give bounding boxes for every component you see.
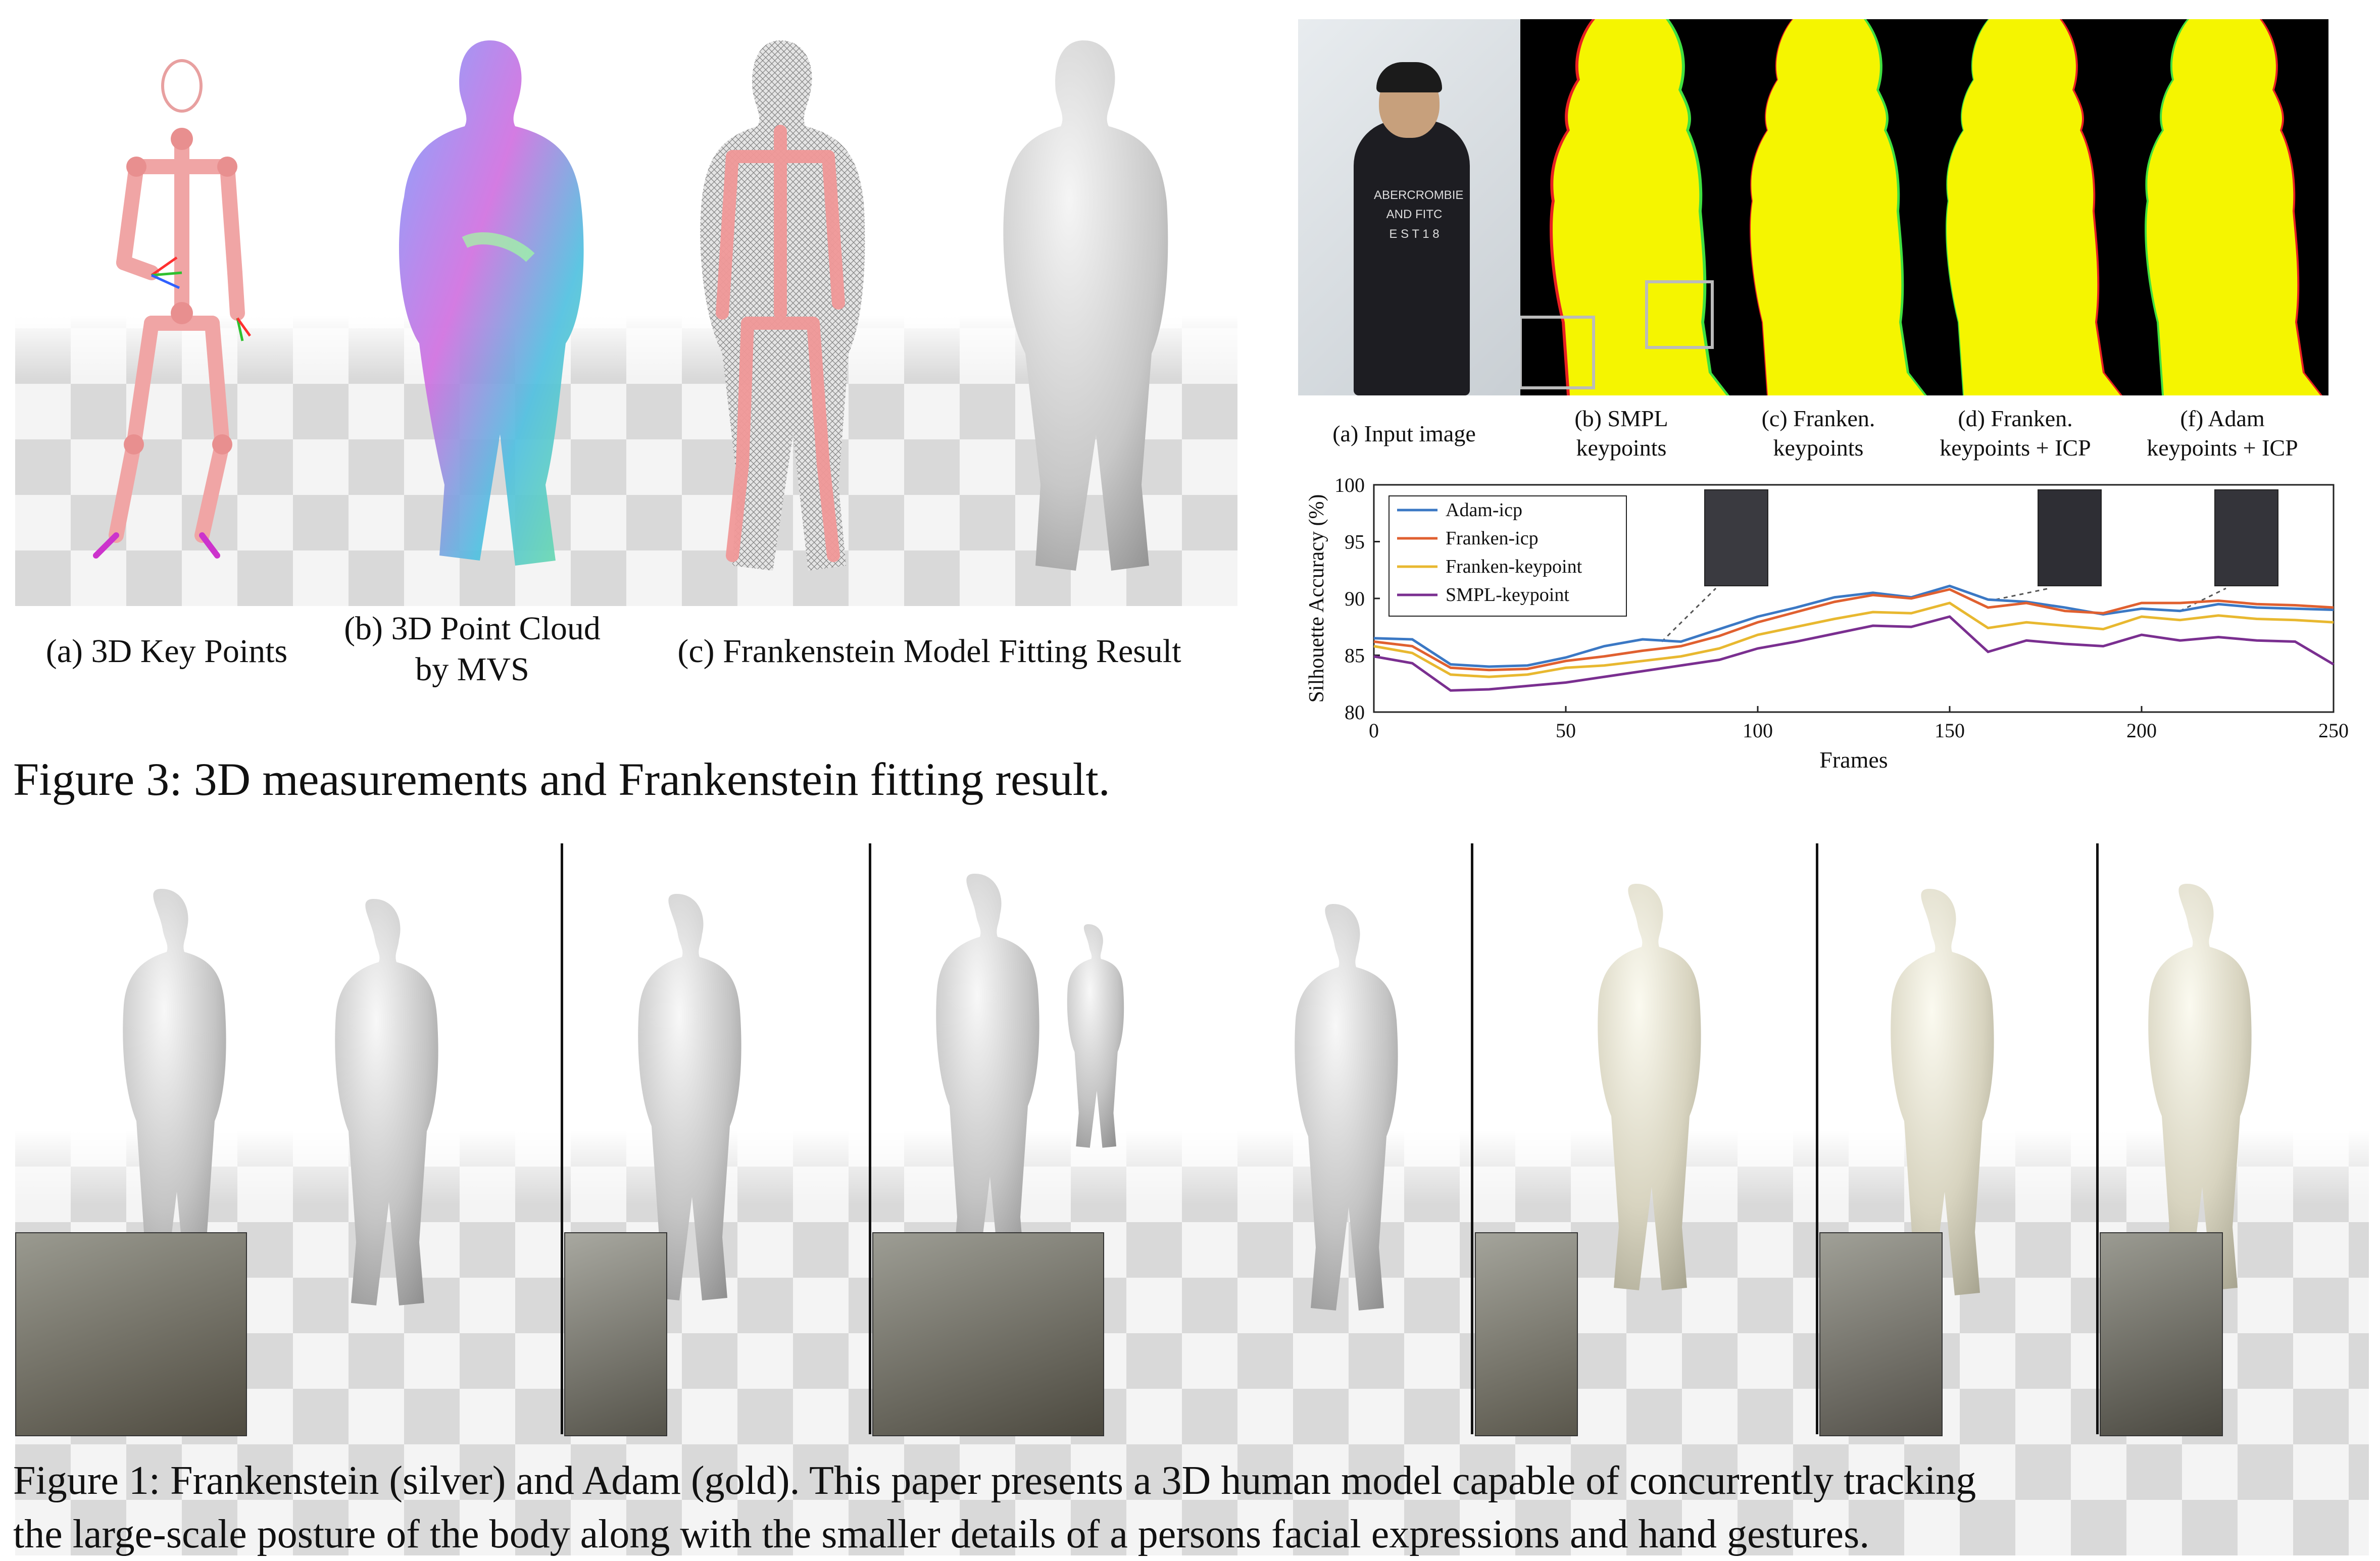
silhouette-figure: ABERCROMBIE AND FITC E S T 1 8 [1293, 0, 2379, 798]
chart-frame-thumbnails [1704, 489, 2278, 586]
y-tick-label: 100 [1334, 474, 1365, 496]
figure-1-caption-line1: Figure 1: Frankenstein (silver) and Adam… [13, 1458, 1976, 1503]
divider-3 [1471, 843, 1473, 1434]
divider-1 [561, 843, 563, 1434]
silhouette-panels [1520, 19, 2322, 395]
inset-photo-6 [2100, 1232, 2223, 1436]
input-photo: ABERCROMBIE AND FITC E S T 1 8 [1298, 19, 1520, 395]
shirt-text-line2: AND FITC [1386, 208, 1443, 222]
subcaption-b: (b) 3D Point Cloud by MVS [323, 609, 621, 690]
x-tick-label: 50 [1556, 719, 1576, 742]
panel-f [2145, 19, 2322, 395]
label-adam-icp-l2: keypoints + ICP [2147, 434, 2298, 461]
label-adam-icp: (f) Adam keypoints + ICP [2121, 404, 2323, 462]
panel-d [1946, 19, 2122, 395]
label-franken-kp: (c) Franken. keypoints [1722, 404, 1914, 462]
subcaption-b-line2: by MVS [415, 650, 529, 688]
thumbnail-2 [2038, 489, 2102, 586]
legend-label-smpl-keypoint: SMPL-keypoint [1446, 584, 1569, 606]
x-tick-label: 0 [1369, 719, 1379, 742]
label-smpl-l1: (b) SMPL [1574, 406, 1668, 431]
thumbnail-1 [1704, 489, 1768, 586]
inset-photo-1 [15, 1232, 247, 1436]
label-franken-kp-l2: keypoints [1773, 434, 1864, 461]
y-tick-label: 85 [1345, 644, 1365, 667]
y-tick-label: 80 [1345, 701, 1365, 724]
inset-photo-5 [1819, 1232, 1943, 1436]
shirt-text-line1: ABERCROMBIE [1374, 188, 1464, 202]
silhouette-strip [1520, 19, 2328, 395]
thumbnail-connector-2 [1995, 587, 2050, 600]
figure-3-caption: Figure 3: 3D measurements and Frankenste… [13, 753, 1110, 805]
y-axis-label: Silhouette Accuracy (%) [1305, 494, 1328, 703]
person-hair [1376, 62, 1442, 92]
figure-1-caption: Figure 1: Frankenstein (silver) and Adam… [13, 1454, 2367, 1561]
series-line-franken-keypoint [1373, 601, 2334, 678]
keypoint-skeleton [93, 59, 252, 559]
divider-4 [1816, 843, 1818, 1434]
person-hoodie [1354, 120, 1470, 395]
shirt-text: ABERCROMBIE AND FITC E S T 1 8 [1374, 186, 1464, 244]
inset-photo-3 [872, 1232, 1104, 1436]
divider-5 [2096, 843, 2099, 1434]
inset-photo-2 [564, 1232, 667, 1436]
body-models [123, 874, 2252, 1311]
y-tick-label: 95 [1345, 531, 1365, 553]
series-line-adam-icp [1373, 584, 2334, 668]
fitted-mesh [1003, 40, 1168, 571]
inset-photo-4 [1475, 1232, 1578, 1436]
subcaption-b-line1: (b) 3D Point Cloud [344, 610, 601, 647]
label-input-image-l1: (a) Input image [1332, 421, 1476, 446]
point-cloud-figure [399, 40, 584, 566]
mesh-with-skeleton [700, 40, 865, 571]
label-smpl-l2: keypoints [1576, 434, 1667, 461]
thumbnail-3 [2214, 489, 2278, 586]
x-tick-label: 150 [1935, 719, 1965, 742]
label-franken-icp-l1: (d) Franken. [1958, 406, 2073, 431]
panel-c [1750, 19, 1927, 395]
silhouette-accuracy-chart: 0 50 100 150 200 250 80 85 90 95 100 Frames Silhouet… [1305, 474, 2349, 773]
label-smpl: (b) SMPL keypoints [1525, 404, 1717, 462]
x-tick-label: 200 [2126, 719, 2157, 742]
figure-3: (a) 3D Key Points (b) 3D Point Cloud by … [0, 0, 1243, 805]
label-adam-icp-l1: (f) Adam [2180, 406, 2265, 431]
label-franken-icp: (d) Franken. keypoints + ICP [1914, 404, 2116, 462]
legend-label-franken-keypoint: Franken-keypoint [1446, 556, 1582, 577]
divider-2 [869, 843, 871, 1434]
label-franken-icp-l2: keypoints + ICP [1940, 434, 2091, 461]
x-tick-label: 250 [2318, 719, 2349, 742]
subcaption-a: (a) 3D Key Points [45, 633, 288, 670]
x-tick-label: 100 [1743, 719, 1773, 742]
legend-label-franken-icp: Franken-icp [1446, 528, 1539, 549]
series-line-smpl-keypoint [1373, 615, 2335, 692]
panel-b [1520, 19, 1729, 395]
shirt-text-line3: E S T 1 8 [1389, 227, 1440, 241]
label-franken-kp-l1: (c) Franken. [1761, 406, 1875, 431]
figure-1-caption-line2: the large-scale posture of the body alon… [13, 1512, 1870, 1556]
label-input-image: (a) Input image [1293, 419, 1515, 448]
subcaption-c: (c) Frankenstein Model Fitting Result [677, 633, 1181, 670]
y-tick-label: 90 [1345, 587, 1365, 610]
figure-1: Figure 1: Frankenstein (silver) and Adam… [0, 843, 2380, 1556]
legend-label-adam-icp: Adam-icp [1446, 499, 1522, 521]
x-axis-label: Frames [1819, 747, 1888, 773]
series-line-franken-icp [1373, 588, 2334, 672]
thumbnail-connector-3 [2179, 587, 2226, 612]
